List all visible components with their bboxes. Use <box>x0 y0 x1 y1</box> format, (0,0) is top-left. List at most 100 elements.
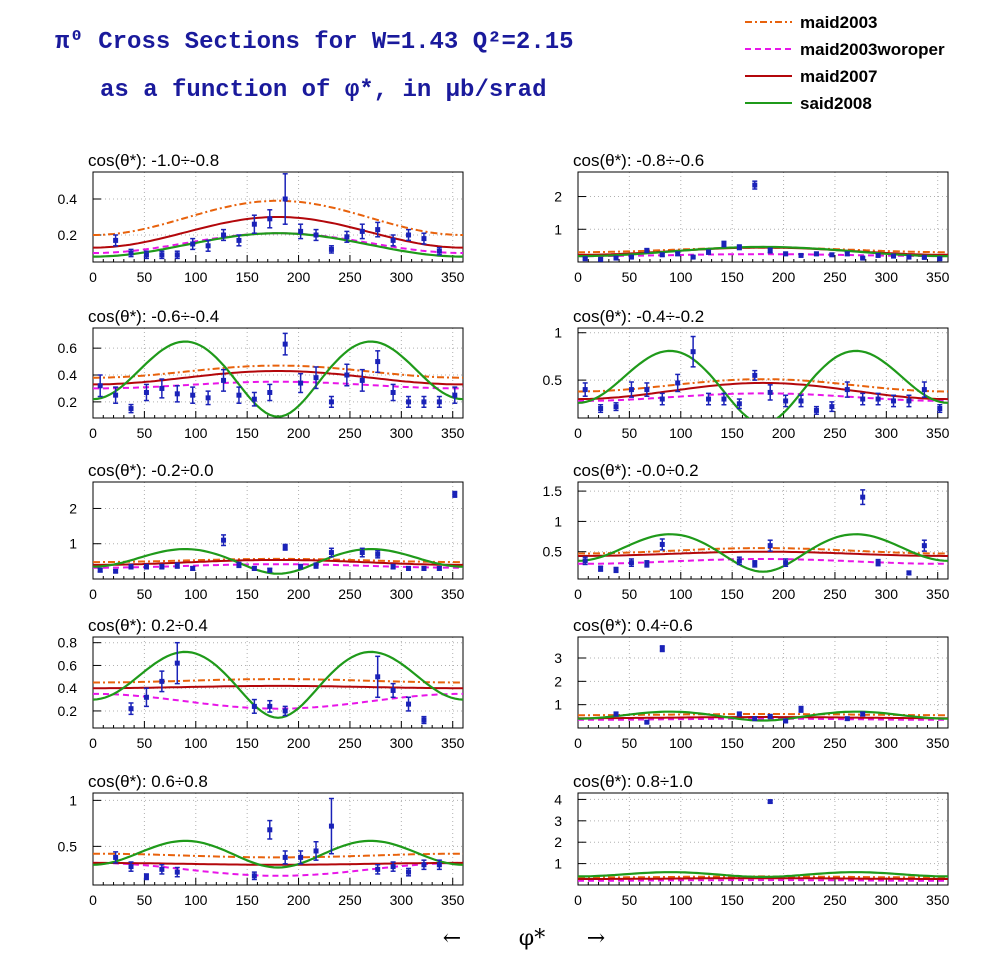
data-marker <box>143 874 149 880</box>
data-marker <box>159 252 165 258</box>
x-tick-label: 0 <box>89 269 97 285</box>
data-marker <box>659 252 665 258</box>
y-tick-label: 1 <box>554 325 562 341</box>
data-marker <box>891 398 897 404</box>
x-tick-label: 200 <box>772 269 796 285</box>
data-point <box>190 565 196 571</box>
x-tick-label: 0 <box>574 735 582 751</box>
data-marker <box>706 396 712 402</box>
curve-maid2003 <box>578 713 948 717</box>
data-point <box>752 716 758 722</box>
curve-maid2007 <box>578 550 948 557</box>
data-marker <box>375 227 381 233</box>
data-marker <box>582 256 588 262</box>
data-point <box>205 390 211 406</box>
data-marker <box>390 389 396 395</box>
data-marker <box>844 387 850 393</box>
data-marker <box>282 196 288 202</box>
x-tick-label: 150 <box>235 735 259 751</box>
data-marker <box>875 396 881 402</box>
data-point <box>829 401 835 413</box>
data-marker <box>860 711 866 717</box>
data-point <box>721 392 727 406</box>
data-point <box>251 565 257 571</box>
data-point <box>313 841 319 861</box>
data-point <box>752 560 758 568</box>
data-marker <box>906 254 912 260</box>
data-point <box>313 562 319 569</box>
data-marker <box>159 678 165 684</box>
data-points <box>97 490 458 574</box>
x-tick-label: 100 <box>669 425 693 441</box>
data-marker <box>390 687 396 693</box>
legend-label-said2008: said2008 <box>800 94 872 113</box>
data-marker <box>644 387 650 393</box>
data-point <box>767 247 773 254</box>
data-marker <box>690 349 696 355</box>
data-marker <box>937 256 943 262</box>
data-point <box>860 711 866 717</box>
data-point <box>798 252 804 258</box>
data-marker <box>375 359 381 365</box>
legend-label-maid2003woroper: maid2003woroper <box>800 40 945 59</box>
x-tick-label: 100 <box>184 425 208 441</box>
curve-said2008 <box>93 839 463 869</box>
data-points <box>613 645 866 725</box>
data-marker <box>644 719 650 725</box>
y-tick-label: 0.4 <box>58 680 78 696</box>
x-tick-label: 300 <box>875 892 899 908</box>
x-tick-label: 200 <box>287 892 311 908</box>
curve-maid2003 <box>93 199 463 236</box>
data-point <box>328 395 334 409</box>
data-marker <box>359 377 365 383</box>
y-tick-label: 0.6 <box>58 657 78 673</box>
data-marker <box>875 252 881 258</box>
data-marker <box>767 248 773 254</box>
data-marker <box>205 395 211 401</box>
data-marker <box>421 862 427 868</box>
data-marker <box>344 372 350 378</box>
curve-said2008 <box>578 871 948 879</box>
gridlines <box>578 328 948 418</box>
data-marker <box>406 869 412 875</box>
data-point <box>313 228 319 242</box>
data-marker <box>752 182 758 188</box>
data-point <box>359 368 365 392</box>
y-tick-label: 0.2 <box>58 703 78 719</box>
data-marker <box>421 236 427 242</box>
y-tick-label: 1 <box>69 792 77 808</box>
data-point <box>390 234 396 247</box>
data-marker <box>891 253 897 259</box>
data-point <box>375 350 381 374</box>
data-point <box>582 382 588 397</box>
y-tick-label: 1 <box>554 856 562 872</box>
data-point <box>783 251 789 257</box>
data-marker <box>236 562 242 568</box>
panel-title: cos(θ*): -0.2÷0.0 <box>88 461 214 480</box>
data-point <box>752 180 758 190</box>
x-tick-label: 50 <box>622 425 638 441</box>
x-tick-label: 300 <box>390 735 414 751</box>
data-marker <box>190 565 196 571</box>
data-points <box>582 180 943 262</box>
panels: cos(θ*): -1.0÷-0.80 50 100 150 200 250 300 3500… <box>58 151 950 908</box>
data-point <box>598 256 604 262</box>
data-point <box>613 255 619 261</box>
y-tick-label: 0.5 <box>543 544 563 560</box>
data-point <box>891 394 897 408</box>
data-point <box>128 563 134 570</box>
data-point <box>659 538 665 551</box>
y-tick-label: 0.8 <box>58 635 78 651</box>
data-marker <box>113 568 119 574</box>
panel-6: cos(θ*): -0.0÷0.2 0 50 100 150 200 250 300 350 0.… <box>543 461 950 602</box>
x-tick-label: 350 <box>441 586 465 602</box>
data-point <box>860 392 866 406</box>
panel-10: cos(θ*): 0.8÷1.0 0 50 100 150 200 250 300 350 1 2 3… <box>554 772 949 908</box>
data-point <box>783 558 789 568</box>
data-marker <box>644 248 650 254</box>
data-marker <box>313 563 319 569</box>
curve-said2008 <box>93 340 463 418</box>
x-tick-label: 50 <box>137 586 153 602</box>
x-tick-label: 350 <box>926 425 950 441</box>
curve-maid2003woroper <box>93 861 463 877</box>
